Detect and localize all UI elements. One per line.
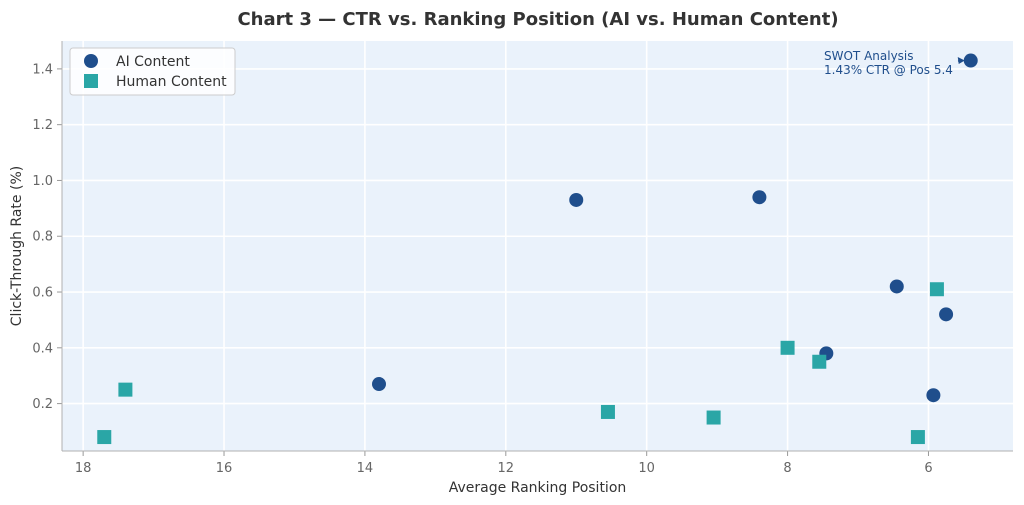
axes [57, 41, 1013, 456]
human-content-point [812, 354, 827, 369]
ai-content-point [372, 377, 386, 392]
chart-title: Chart 3 — CTR vs. Ranking Position (AI v… [237, 9, 838, 30]
ai-content-point [963, 53, 978, 68]
y-tick-label: 0.2 [32, 397, 53, 412]
human-content-point [910, 430, 925, 445]
y-tick-label: 0.8 [32, 230, 53, 245]
y-tick-label: 1.2 [32, 118, 53, 133]
y-tick-label: 1.0 [32, 174, 53, 189]
human-content-point [929, 282, 944, 297]
legend-label-human: Human Content [116, 74, 227, 90]
y-tick-label: 0.4 [32, 341, 53, 356]
annotation-arrow-head [957, 57, 965, 65]
y-tick-label: 0.6 [32, 286, 53, 301]
ai-content-point [926, 388, 941, 403]
annotation-line-2: 1.43% CTR @ Pos 5.4 [824, 63, 953, 77]
y-axis-label: Click-Through Rate (%) [9, 166, 25, 326]
human-content-point [706, 410, 721, 425]
legend: AI Content Human Content [69, 47, 236, 96]
x-tick-label: 18 [75, 461, 92, 476]
x-tick-label: 16 [216, 461, 233, 476]
x-axis-label: Average Ranking Position [449, 480, 627, 496]
human-content-point [780, 340, 795, 355]
human-content-point [118, 382, 133, 397]
x-tick-label: 10 [638, 461, 655, 476]
annotation: SWOT Analysis 1.43% CTR @ Pos 5.4 [824, 49, 965, 77]
annotation-line-1: SWOT Analysis [824, 49, 914, 63]
data-points [97, 53, 978, 445]
ai-content-point [569, 192, 584, 207]
legend-label-ai: AI Content [116, 54, 190, 70]
x-tick-label: 14 [357, 461, 374, 476]
x-tick-label: 6 [924, 461, 932, 476]
x-tick-label: 8 [783, 461, 791, 476]
ai-content-point [752, 190, 767, 205]
plot-area [62, 41, 1013, 451]
y-tick-label: 1.4 [32, 62, 53, 77]
human-content-point [600, 404, 615, 419]
legend-box [69, 47, 236, 96]
legend-marker-ai [84, 54, 98, 68]
human-content-point [97, 430, 112, 445]
ai-content-point [939, 307, 954, 322]
legend-marker-human [84, 74, 98, 88]
tick-labels: 18 16 14 12 10 8 6 0.2 0.4 0.6 0.8 1.0 1.2 1.4 [32, 62, 932, 476]
x-tick-label: 12 [498, 461, 515, 476]
ai-content-point [889, 279, 904, 294]
